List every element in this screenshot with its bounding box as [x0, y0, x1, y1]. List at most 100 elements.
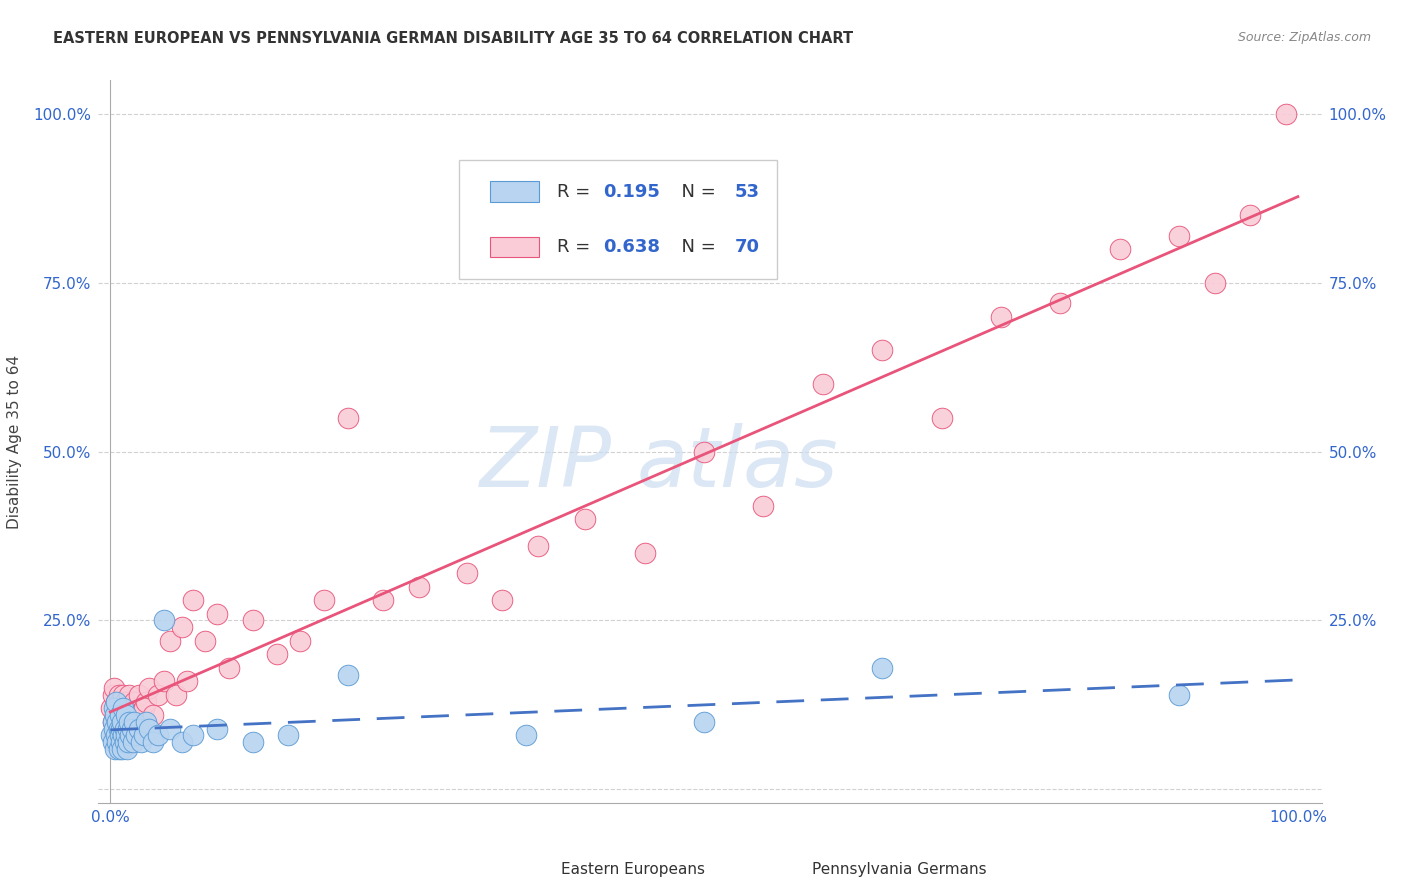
Point: [290, 633, 312, 648]
Point: [634, 546, 657, 560]
Point: [205, 722, 228, 736]
Point: [108, 728, 131, 742]
Point: [110, 722, 132, 736]
Point: [205, 607, 228, 621]
Point: [456, 566, 478, 581]
Text: ZIP: ZIP: [481, 423, 612, 504]
Point: [931, 411, 953, 425]
Point: [110, 722, 132, 736]
Point: [870, 661, 893, 675]
Point: [114, 694, 136, 708]
Point: [112, 728, 135, 742]
Point: [176, 674, 198, 689]
Point: [107, 714, 129, 729]
Text: 0.638: 0.638: [603, 238, 661, 256]
Point: [114, 708, 136, 723]
Point: [312, 593, 335, 607]
Point: [125, 728, 148, 742]
Point: [194, 633, 217, 648]
Point: [120, 728, 142, 742]
Point: [120, 714, 142, 729]
Point: [105, 694, 128, 708]
Point: [132, 701, 155, 715]
Point: [242, 735, 264, 749]
Point: [104, 741, 127, 756]
Point: [1108, 242, 1130, 256]
Text: 53: 53: [734, 183, 759, 201]
Point: [135, 714, 157, 729]
Point: [110, 735, 132, 749]
Point: [100, 728, 122, 742]
Point: [107, 722, 129, 736]
Point: [138, 681, 160, 695]
Point: [105, 694, 128, 708]
Point: [114, 714, 136, 729]
Point: [111, 714, 134, 729]
Point: [118, 714, 141, 729]
FancyBboxPatch shape: [765, 860, 801, 880]
Point: [105, 728, 128, 742]
Point: [218, 661, 240, 675]
Text: Source: ZipAtlas.com: Source: ZipAtlas.com: [1237, 31, 1371, 45]
Point: [373, 593, 395, 607]
Point: [107, 701, 129, 715]
Point: [336, 667, 359, 681]
FancyBboxPatch shape: [489, 237, 538, 257]
Point: [574, 512, 596, 526]
Point: [118, 688, 141, 702]
Point: [110, 701, 132, 715]
Text: R =: R =: [557, 183, 596, 201]
Point: [107, 688, 129, 702]
Point: [152, 674, 174, 689]
Point: [870, 343, 893, 358]
Point: [107, 714, 129, 729]
Point: [135, 694, 157, 708]
Point: [111, 708, 134, 723]
Text: N =: N =: [669, 183, 721, 201]
Point: [121, 701, 143, 715]
Point: [114, 722, 136, 736]
Point: [170, 735, 193, 749]
Point: [115, 701, 138, 715]
Point: [114, 728, 136, 742]
Point: [112, 701, 135, 715]
Point: [104, 708, 127, 723]
Point: [527, 539, 550, 553]
Point: [107, 735, 129, 749]
Point: [105, 722, 128, 736]
Point: [101, 735, 124, 749]
Point: [107, 728, 129, 742]
Point: [101, 688, 124, 702]
Text: atlas: atlas: [637, 423, 838, 504]
Point: [693, 444, 716, 458]
Point: [1204, 276, 1226, 290]
Point: [121, 735, 143, 749]
Point: [142, 735, 165, 749]
Point: [114, 735, 136, 749]
Point: [1049, 296, 1071, 310]
FancyBboxPatch shape: [489, 181, 538, 202]
Point: [1275, 107, 1298, 121]
Point: [111, 728, 134, 742]
Point: [122, 714, 145, 729]
Point: [108, 714, 131, 729]
Point: [1168, 228, 1191, 243]
Point: [266, 647, 288, 661]
Point: [103, 701, 125, 715]
Text: Pennsylvania Germans: Pennsylvania Germans: [811, 863, 986, 878]
Point: [108, 708, 131, 723]
Point: [142, 708, 165, 723]
Point: [100, 701, 122, 715]
Point: [811, 377, 834, 392]
Point: [107, 741, 129, 756]
Point: [165, 688, 187, 702]
Text: EASTERN EUROPEAN VS PENNSYLVANIA GERMAN DISABILITY AGE 35 TO 64 CORRELATION CHAR: EASTERN EUROPEAN VS PENNSYLVANIA GERMAN …: [53, 31, 853, 46]
Point: [117, 735, 139, 749]
Point: [101, 714, 124, 729]
Point: [111, 741, 134, 756]
Point: [121, 722, 143, 736]
Point: [491, 593, 513, 607]
Point: [129, 714, 152, 729]
Point: [152, 614, 174, 628]
Text: N =: N =: [669, 238, 721, 256]
